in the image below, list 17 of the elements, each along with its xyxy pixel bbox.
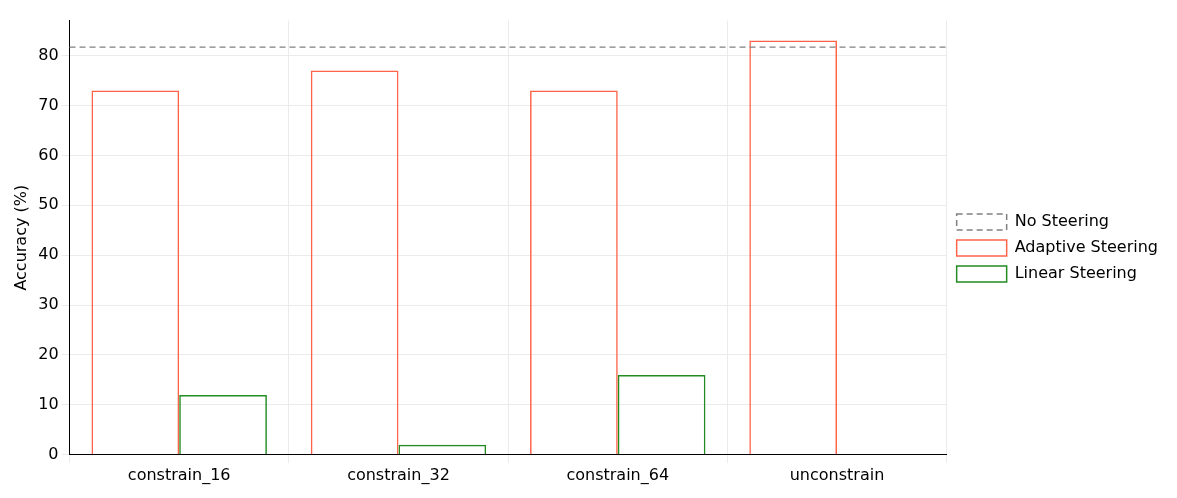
legend-label: Linear Steering bbox=[1014, 263, 1137, 283]
y-tick-label: 80 bbox=[38, 44, 59, 64]
legend-label: Adaptive Steering bbox=[1014, 237, 1159, 257]
y-tick-label: 60 bbox=[38, 144, 59, 164]
y-tick-label: 40 bbox=[38, 244, 59, 264]
x-tick-label: unconstrain bbox=[789, 464, 885, 484]
y-tick-label: 10 bbox=[38, 394, 59, 414]
y-tick-label: 30 bbox=[38, 294, 59, 314]
x-tick-label: constrain_64 bbox=[566, 464, 670, 485]
y-axis-title: Accuracy (%) bbox=[10, 184, 30, 291]
y-tick-label: 0 bbox=[48, 443, 59, 463]
y-tick-label: 20 bbox=[38, 344, 59, 364]
x-tick-label: constrain_32 bbox=[347, 464, 450, 485]
y-tick-label: 70 bbox=[38, 94, 59, 114]
x-tick-label: constrain_16 bbox=[127, 464, 231, 485]
y-tick-label: 50 bbox=[38, 194, 59, 214]
legend-label: No Steering bbox=[1014, 211, 1109, 231]
